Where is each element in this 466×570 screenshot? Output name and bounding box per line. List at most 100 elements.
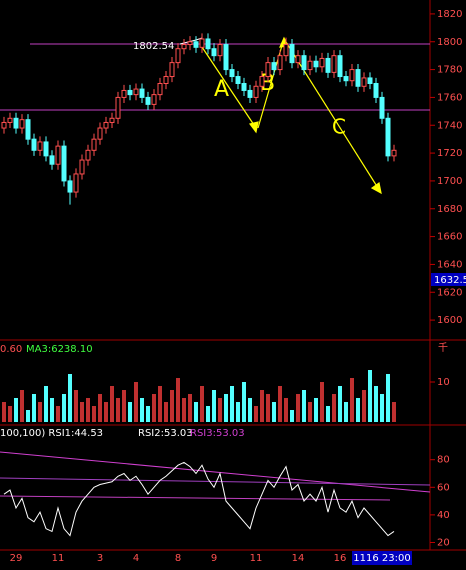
x-tick-label: 11: [52, 553, 65, 564]
candle-body: [223, 44, 229, 71]
candle-body: [37, 141, 43, 151]
volume-bar: [158, 386, 162, 422]
y-tick-label: 1660: [437, 232, 462, 243]
candle-body: [25, 119, 31, 140]
volume-bar: [98, 394, 102, 422]
volume-bar: [326, 406, 330, 422]
volume-bar: [272, 402, 276, 422]
candle-body: [241, 83, 247, 91]
rsi-trend: [0, 451, 431, 493]
y-tick-label: 80: [437, 455, 450, 466]
candle-body: [85, 149, 91, 161]
candle-body: [115, 96, 121, 119]
y-tick-label: 1600: [437, 315, 462, 326]
candle-body: [235, 76, 241, 84]
candle-body: [157, 83, 163, 96]
letter: A: [214, 77, 229, 102]
volume-bar: [32, 394, 36, 422]
x-tick-label: 11: [250, 553, 263, 564]
volume-bar: [308, 402, 312, 422]
candle-body: [19, 119, 25, 129]
candle-body: [253, 85, 259, 98]
candle-body: [103, 121, 109, 129]
volume-bar: [290, 410, 294, 422]
volume-bar: [116, 398, 120, 422]
candle-body: [55, 145, 61, 165]
y-tick-label: 1780: [437, 65, 462, 76]
volume-bar: [38, 402, 42, 422]
candle-body: [325, 57, 331, 73]
volume-bar: [128, 402, 132, 422]
candle-body: [301, 55, 307, 71]
candle-body: [49, 155, 55, 165]
volume-bar: [356, 398, 360, 422]
candle-body: [319, 57, 325, 68]
candle-body: [295, 55, 301, 64]
candle-body: [307, 60, 313, 71]
candle-body: [211, 48, 217, 57]
volume-bar: [62, 394, 66, 422]
candle-body: [121, 89, 127, 98]
volume-bar: [296, 394, 300, 422]
candle-body: [337, 55, 343, 78]
volume-bar: [302, 390, 306, 422]
candle-body: [349, 69, 355, 82]
volume-bar: [224, 394, 228, 422]
x-tick-label: 4: [133, 553, 139, 564]
rsi-header: RSI3:53.03: [190, 428, 245, 439]
candle-body: [283, 44, 289, 57]
y-tick-label: 1700: [437, 176, 462, 187]
volume-bar: [80, 402, 84, 422]
x-tick-label: 3: [97, 553, 103, 564]
volume-bar: [314, 398, 318, 422]
rsi-line: [3, 461, 395, 537]
y-tick-label: 1640: [437, 259, 462, 270]
candle-body: [277, 55, 283, 71]
volume-bar: [182, 398, 186, 422]
candle-body: [61, 145, 67, 182]
letter: C: [332, 115, 346, 139]
y-tick-label: 1800: [437, 37, 462, 48]
candle-body: [109, 117, 115, 123]
y-tick-label: 20: [437, 537, 450, 548]
x-tick-label: 9: [211, 553, 217, 564]
candle-body: [289, 44, 295, 64]
volume-bar: [278, 386, 282, 422]
volume-bar: [212, 390, 216, 422]
volume-bar: [134, 382, 138, 422]
y-tick-label: 1620: [437, 287, 462, 298]
candle-body: [331, 55, 337, 73]
volume-bar: [56, 406, 60, 422]
candle-body: [181, 44, 187, 50]
candle-body: [343, 76, 349, 82]
volume-bar: [362, 390, 366, 422]
candle-body: [217, 44, 223, 57]
peak-label: 1802.54: [133, 41, 174, 52]
volume-bar: [68, 374, 72, 422]
volume-bar: [50, 398, 54, 422]
volume-bar: [320, 382, 324, 422]
volume-bar: [392, 402, 396, 422]
x-tick-label: 8: [175, 553, 181, 564]
candle-body: [229, 69, 235, 78]
candle-body: [145, 96, 151, 105]
candle-body: [43, 141, 49, 157]
candle-body: [67, 180, 73, 193]
candle-body: [361, 77, 367, 87]
volume-bar: [260, 390, 264, 422]
volume-bar: [74, 390, 78, 422]
volume-bar: [188, 394, 192, 422]
candle-body: [247, 89, 253, 98]
volume-bar: [92, 406, 96, 422]
y-tick-label: 10: [437, 377, 450, 388]
x-tick-label: 16: [334, 553, 347, 564]
candle-body: [151, 94, 157, 105]
candle-body: [13, 117, 19, 129]
volume-bar: [254, 406, 258, 422]
candle-body: [133, 88, 139, 96]
volume-bar: [200, 386, 204, 422]
candle-body: [199, 38, 205, 48]
candle-body: [355, 69, 361, 87]
